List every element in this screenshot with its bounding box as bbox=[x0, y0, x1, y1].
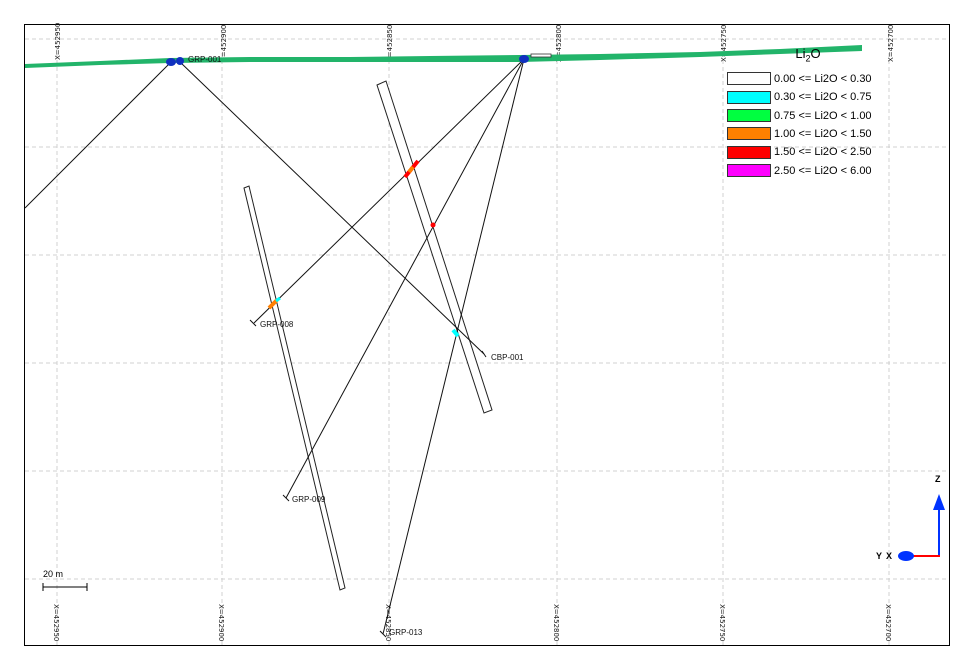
pegmatite-dyke-lower[interactable] bbox=[243, 185, 346, 591]
grid-label-top: X=452850 bbox=[386, 25, 394, 62]
grid-label-top: X=452800 bbox=[555, 25, 563, 62]
legend-row-label: 0.00 <= Li2O < 0.30 bbox=[774, 72, 872, 85]
x-axis-label: X bbox=[886, 551, 892, 561]
assay-interval-cyan[interactable] bbox=[275, 296, 281, 303]
legend-swatch bbox=[727, 109, 771, 123]
assay-interval-orange[interactable] bbox=[267, 298, 279, 310]
hole-end-tick bbox=[481, 350, 487, 358]
legend-row-label: 0.75 <= Li2O < 1.00 bbox=[774, 109, 872, 122]
y-axis-label: Y bbox=[876, 551, 882, 561]
legend-row-label: 0.30 <= Li2O < 0.75 bbox=[774, 91, 872, 104]
pegmatite-dyke-upper[interactable] bbox=[376, 80, 493, 414]
legend-row[interactable]: 2.50 <= Li2O < 6.00 bbox=[727, 162, 879, 180]
grid-label-top: X=452900 bbox=[220, 25, 228, 62]
hole-end-tick bbox=[282, 494, 290, 502]
legend-row[interactable]: 1.50 <= Li2O < 2.50 bbox=[727, 143, 879, 161]
drill-trace[interactable] bbox=[179, 61, 485, 355]
hole-label-grp008[interactable]: GRP-008 bbox=[260, 320, 294, 329]
scale-bar-label: 20 m bbox=[43, 569, 64, 579]
grid-label-bottom: X=452750 bbox=[718, 604, 726, 641]
legend-swatch bbox=[727, 145, 771, 159]
grid-label-bottom: X=452850 bbox=[384, 604, 392, 641]
grid-label-bottom: X=452950 bbox=[52, 604, 60, 641]
legend-row-label: 1.00 <= Li2O < 1.50 bbox=[774, 127, 872, 140]
collar-marker[interactable] bbox=[519, 55, 529, 63]
z-axis-arrowhead bbox=[933, 494, 945, 510]
legend-row-label: 1.50 <= Li2O < 2.50 bbox=[774, 146, 872, 159]
legend-swatch bbox=[727, 164, 771, 178]
collar-label-box bbox=[530, 53, 552, 58]
legend-row-label: 2.50 <= Li2O < 6.00 bbox=[774, 164, 872, 177]
legend-swatch bbox=[727, 90, 771, 104]
legend-swatch bbox=[727, 72, 771, 86]
grid-label-bottom: X=452800 bbox=[552, 604, 560, 641]
hole-label-grp001[interactable]: GRP-001 bbox=[188, 55, 222, 64]
hole-end-tick bbox=[379, 630, 387, 638]
grid-label-top: X=452700 bbox=[887, 25, 895, 62]
collar-marker[interactable] bbox=[176, 57, 184, 65]
drill-trace[interactable] bbox=[253, 58, 525, 324]
hole-label-grp013[interactable]: GRP-013 bbox=[389, 628, 423, 637]
z-axis-label: Z bbox=[935, 474, 941, 484]
grid-label-top: X=452750 bbox=[720, 25, 728, 62]
topography-surface bbox=[25, 45, 862, 68]
assay-interval-orange[interactable] bbox=[407, 165, 415, 174]
axis-origin-marker bbox=[898, 551, 914, 561]
legend-row[interactable]: 0.30 <= Li2O < 0.75 bbox=[727, 88, 879, 106]
drill-trace[interactable] bbox=[285, 58, 525, 499]
hole-label-grp009[interactable]: GRP-009 bbox=[292, 495, 326, 504]
legend-row[interactable]: 0.75 <= Li2O < 1.00 bbox=[727, 106, 879, 124]
hole-label-cbp001[interactable]: CBP-001 bbox=[491, 353, 524, 362]
legend-swatch bbox=[727, 127, 771, 141]
grid-label-bottom: X=452900 bbox=[217, 604, 225, 641]
grid-label-bottom: X=452700 bbox=[884, 604, 892, 641]
assay-interval-red[interactable] bbox=[430, 222, 436, 228]
drill-trace[interactable] bbox=[24, 61, 172, 209]
legend-row[interactable]: 0.00 <= Li2O < 0.30 bbox=[727, 70, 879, 88]
legend-title: Li2O bbox=[795, 46, 821, 64]
legend-panel: Li2O 0.00 <= Li2O < 0.30 0.30 <= Li2O < … bbox=[727, 46, 879, 180]
assay-interval-cyan[interactable] bbox=[451, 328, 460, 338]
hole-end-tick bbox=[249, 319, 257, 327]
collar-marker[interactable] bbox=[166, 58, 176, 66]
grid-label-top: X=452950 bbox=[54, 23, 62, 60]
drill-trace[interactable] bbox=[382, 58, 525, 635]
legend-row[interactable]: 1.00 <= Li2O < 1.50 bbox=[727, 125, 879, 143]
